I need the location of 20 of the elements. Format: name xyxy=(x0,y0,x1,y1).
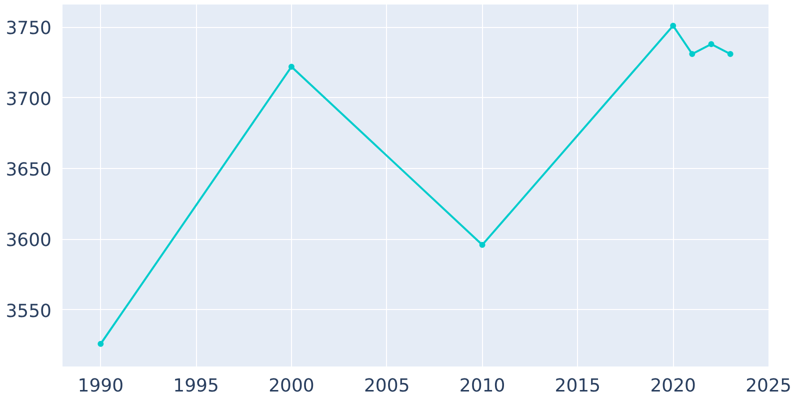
x-tick-label: 2025 xyxy=(746,376,792,396)
y-tick-label: 3750 xyxy=(6,18,52,40)
x-tick-label: 2005 xyxy=(364,376,410,396)
y-tick-label: 3600 xyxy=(6,230,52,252)
x-tick-label: 2000 xyxy=(268,376,314,396)
x-tick-label: 2020 xyxy=(650,376,696,396)
y-tick-label: 3650 xyxy=(6,160,52,181)
x-tick-label: 1995 xyxy=(173,376,219,396)
point xyxy=(727,50,734,57)
point xyxy=(288,64,294,70)
point xyxy=(98,340,104,347)
y-tick-label: 3700 xyxy=(6,88,52,110)
point xyxy=(670,22,676,29)
point xyxy=(708,41,714,48)
x-tick-label: 1990 xyxy=(78,376,124,396)
x-tick-label: 2010 xyxy=(459,376,506,396)
y-tick-label: 3550 xyxy=(6,300,52,322)
x-tick-label: 2015 xyxy=(554,376,601,396)
point xyxy=(479,242,486,248)
point xyxy=(689,50,696,57)
